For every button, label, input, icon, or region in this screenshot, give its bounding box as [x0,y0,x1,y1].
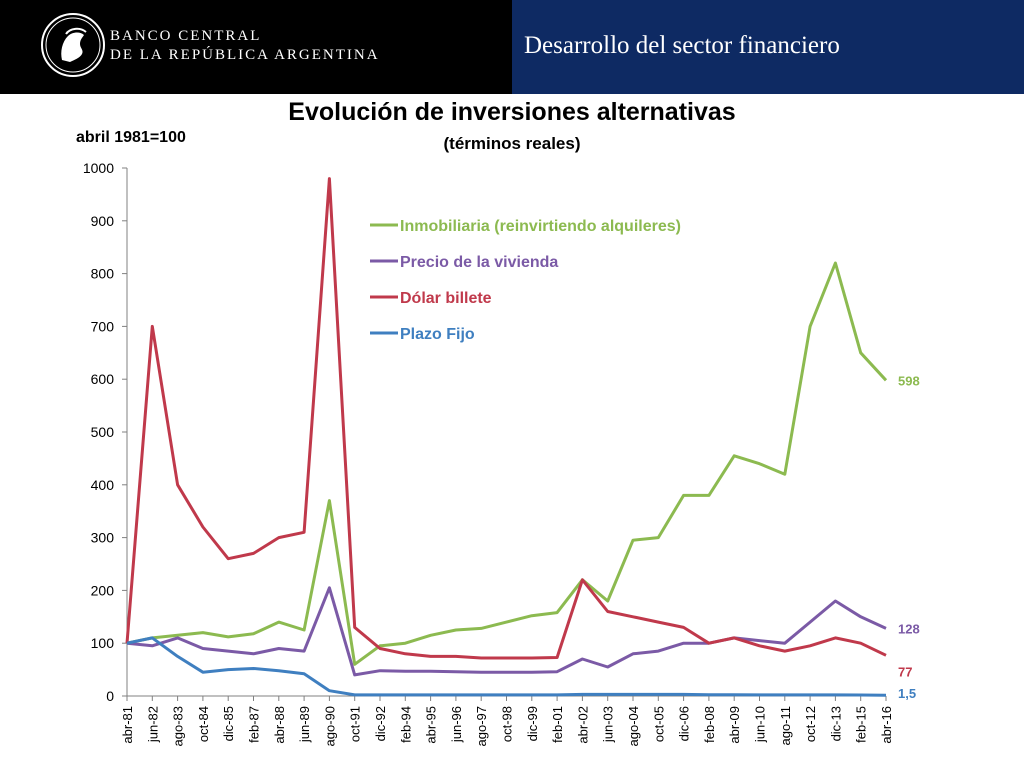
series-end-label-3: 1,5 [898,686,916,701]
legend-label-0: Inmobiliaria (reinvirtiendo alquileres) [400,218,681,235]
y-tick-label-3: 300 [91,530,115,546]
x-tick-label-19: jun-03 [601,706,616,743]
bank-name-line2: DE LA REPÚBLICA ARGENTINA [110,47,380,63]
bank-name: BANCO CENTRAL DE LA REPÚBLICA ARGENTINA [110,27,380,65]
y-tick-label-7: 700 [91,318,115,334]
x-tick-label-15: oct-98 [500,706,515,742]
series-line-3 [126,636,887,697]
legend-label-3: Plazo Fijo [400,326,475,343]
x-tick-label-6: abr-88 [272,706,287,744]
x-tick-label-23: feb-08 [702,706,717,743]
x-tick-label-24: abr-09 [727,706,742,744]
x-tick-label-20: ago-04 [626,706,641,746]
y-tick-label-0: 0 [106,688,114,704]
x-tick-label-22: dic-06 [677,706,692,741]
y-tick-label-8: 800 [91,266,115,282]
x-tick-label-5: feb-87 [247,706,262,743]
x-tick-label-11: feb-94 [398,706,413,743]
x-tick-label-3: oct-84 [196,706,211,742]
series-line-2 [125,177,887,660]
x-tick-label-4: dic-85 [221,706,236,741]
y-tick-label-6: 600 [91,371,115,387]
series-end-label-0: 598 [898,373,920,388]
x-tick-label-9: oct-91 [348,706,363,742]
x-tick-label-2: ago-83 [171,706,186,746]
series-end-label-1: 128 [898,621,920,636]
x-tick-label-25: jun-10 [753,706,768,743]
y-tick-label-9: 900 [91,213,115,229]
y-tick-label-4: 400 [91,477,115,493]
series-line-0 [126,261,888,666]
bank-seal-icon [41,13,105,77]
x-tick-label-12: abr-95 [424,706,439,744]
x-tick-label-18: abr-02 [575,706,590,744]
x-tick-label-28: dic-13 [828,706,843,741]
x-tick-label-14: ago-97 [474,706,489,746]
chart-title: Evolución de inversiones alternativas [288,98,736,126]
bank-name-line1: BANCO CENTRAL [110,28,262,44]
header-section-bar [512,0,1024,94]
x-tick-label-0: abr-81 [120,706,135,744]
chart-subtitle: (términos reales) [443,134,581,153]
series-end-label-2: 77 [898,664,912,679]
legend-label-1: Precio de la vivienda [400,254,558,271]
series-line-1 [126,586,887,677]
y-tick-label-10: 1000 [83,160,114,176]
y-tick-label-1: 100 [91,635,115,651]
x-tick-label-1: jun-82 [145,706,160,743]
x-tick-label-10: dic-92 [373,706,388,741]
y-tick-label-5: 500 [91,424,115,440]
x-tick-label-30: abr-16 [879,706,894,744]
x-tick-label-29: feb-15 [854,706,869,743]
x-tick-label-27: oct-12 [803,706,818,742]
legend-label-2: Dólar billete [400,290,492,307]
x-tick-label-7: jun-89 [297,706,312,743]
y-axis-label: abril 1981=100 [76,129,186,146]
x-tick-label-21: oct-05 [651,706,666,742]
header-bank-bar: BANCO CENTRAL DE LA REPÚBLICA ARGENTINA [0,0,512,94]
section-title: Desarrollo del sector financiero [524,32,840,59]
y-tick-label-2: 200 [91,582,115,598]
x-tick-label-17: feb-01 [550,706,565,743]
x-tick-label-13: jun-96 [449,706,464,743]
x-tick-label-8: ago-90 [322,706,337,746]
x-tick-label-16: dic-99 [525,706,540,741]
x-tick-label-26: ago-11 [778,706,793,746]
